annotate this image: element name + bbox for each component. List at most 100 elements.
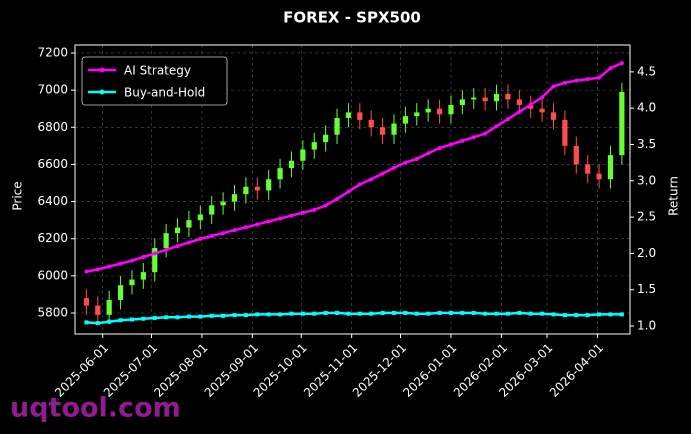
series-marker <box>232 228 237 233</box>
candle <box>493 84 500 111</box>
legend-box <box>81 56 228 106</box>
y-tick-label: 5800 <box>37 306 68 320</box>
candle <box>186 210 192 237</box>
candle <box>402 106 408 133</box>
candle-body <box>539 108 545 113</box>
legend-label: AI Strategy <box>124 64 191 78</box>
series-marker <box>323 203 328 208</box>
series-marker <box>562 313 567 318</box>
series-marker <box>232 313 237 318</box>
series-marker <box>107 264 112 269</box>
legend-marker <box>99 67 105 73</box>
series-marker <box>528 311 533 316</box>
candle <box>220 192 226 215</box>
candle <box>140 262 146 289</box>
candle-body <box>493 93 500 102</box>
series-marker <box>540 95 545 100</box>
candle <box>243 177 249 204</box>
series-marker <box>585 313 590 318</box>
candle <box>334 108 340 144</box>
series-marker <box>95 321 100 326</box>
candle <box>300 140 306 170</box>
candle <box>323 125 329 152</box>
candle-body <box>334 117 340 135</box>
candle-body <box>459 99 465 105</box>
series-marker <box>619 312 624 317</box>
candle <box>425 99 431 122</box>
legend-marker <box>99 89 105 95</box>
candle-body <box>174 227 181 234</box>
candle-body <box>152 248 158 273</box>
series-marker <box>540 311 545 316</box>
candle <box>95 296 101 325</box>
candle-body <box>95 305 101 315</box>
candle <box>436 99 443 124</box>
y-axis-label: Price <box>11 181 25 210</box>
series-marker <box>494 311 499 316</box>
series-marker <box>266 219 271 224</box>
candle <box>288 151 295 178</box>
series-marker <box>460 310 465 315</box>
series-marker <box>562 80 567 85</box>
candle-body <box>288 160 295 169</box>
series-marker <box>186 314 191 319</box>
candle <box>448 95 454 124</box>
series-marker <box>597 75 602 80</box>
candle <box>174 218 181 243</box>
y2-tick-label: 3.5 <box>637 137 656 151</box>
series-marker <box>494 124 499 129</box>
candle-body <box>231 194 238 202</box>
candle-body <box>254 186 260 191</box>
candle <box>117 275 124 310</box>
series-marker <box>289 311 294 316</box>
series-marker <box>517 109 522 114</box>
candle <box>209 196 215 224</box>
series-marker <box>175 244 180 249</box>
legend-label: Buy-and-Hold <box>124 86 205 100</box>
candle-body <box>516 99 522 105</box>
candle-body <box>129 279 135 286</box>
candle-body <box>163 233 169 249</box>
y2-tick-label: 1.5 <box>637 282 656 296</box>
series-marker <box>460 138 465 143</box>
candle-body <box>300 149 306 161</box>
series-marker <box>312 207 317 212</box>
series-marker <box>84 269 89 274</box>
candle <box>482 88 488 111</box>
candle <box>231 184 238 211</box>
candle <box>368 110 374 137</box>
candle <box>585 155 591 183</box>
series-marker <box>357 182 362 187</box>
candle-body <box>209 205 215 215</box>
series-marker <box>483 311 488 316</box>
series-marker <box>585 77 590 82</box>
candle <box>254 177 260 200</box>
candle-body <box>619 91 625 156</box>
series-marker <box>574 313 579 318</box>
candle <box>539 99 545 122</box>
series-marker <box>152 251 157 256</box>
y-tick-label: 6000 <box>37 268 68 282</box>
series-marker <box>369 311 374 316</box>
candle <box>528 95 534 118</box>
candle-body <box>311 142 317 150</box>
series-marker <box>300 210 305 215</box>
series-marker <box>426 311 431 316</box>
candle <box>266 169 272 200</box>
series-marker <box>129 258 134 263</box>
candle <box>550 103 557 130</box>
series-marker <box>505 311 510 316</box>
series-marker <box>152 316 157 321</box>
candle-body <box>323 134 329 143</box>
series-marker <box>95 267 100 272</box>
series-marker <box>335 310 340 315</box>
candle-body <box>414 112 420 117</box>
candle <box>357 103 363 130</box>
candle-body <box>106 300 112 315</box>
candle-body <box>186 220 192 228</box>
candle-body <box>585 164 591 174</box>
candle-body <box>117 285 124 301</box>
series-marker <box>369 177 374 182</box>
y2-tick-label: 2.5 <box>637 210 656 224</box>
